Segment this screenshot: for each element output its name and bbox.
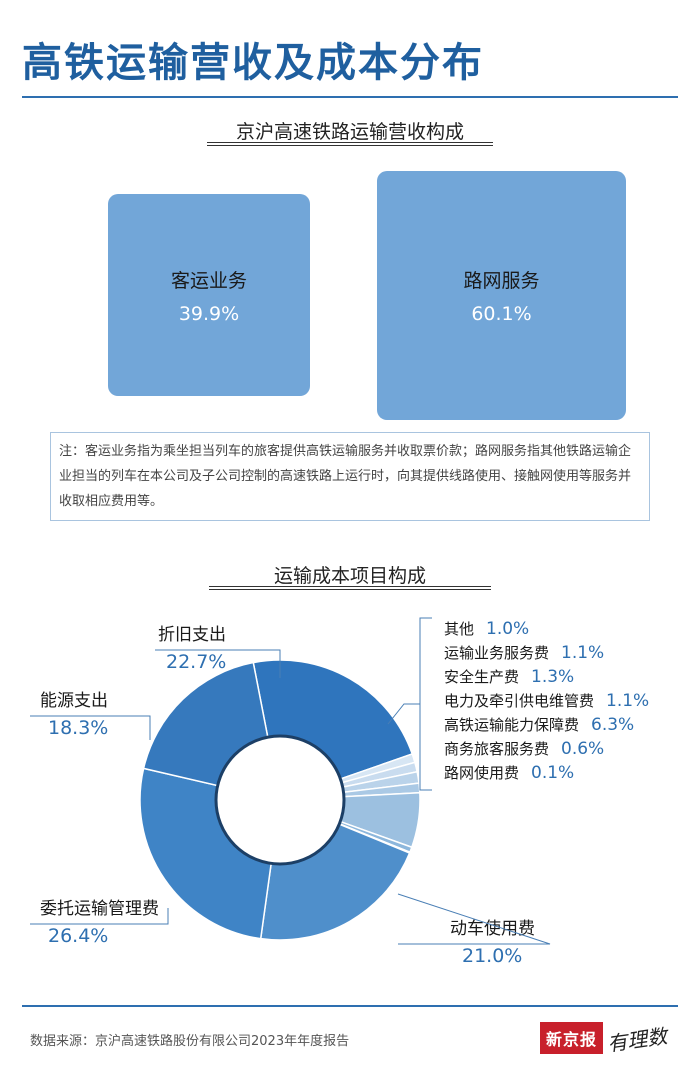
donut-category-label: 能源支出 xyxy=(40,691,108,711)
donut-category-label: 动车使用费 xyxy=(450,918,535,939)
logo-wordmark: 新京报 xyxy=(540,1022,604,1054)
donut-leader-line xyxy=(155,649,281,678)
donut-value-label: 18.3% xyxy=(48,717,108,739)
donut-leader-line xyxy=(387,703,420,725)
donut-value-label: 21.0% xyxy=(462,945,522,967)
revenue-box-value: 39.9% xyxy=(178,302,240,325)
logo-script: 有理数 xyxy=(605,1023,669,1056)
donut-bracket xyxy=(419,617,432,791)
revenue-box-label: 路网服务 xyxy=(463,270,540,292)
donut-category-label: 高铁运输能力保障费 xyxy=(444,716,579,734)
donut-center xyxy=(214,734,346,866)
donut-category-label: 路网使用费 xyxy=(444,764,519,782)
data-source: 数据来源：京沪高速铁路股份有限公司2023年年度报告 xyxy=(30,1034,350,1049)
donut-category-label: 折旧支出 xyxy=(158,625,226,645)
donut-category-label: 电力及牵引供电维管费 xyxy=(444,692,594,710)
revenue-title-underline xyxy=(207,142,493,146)
brand-logo: 新京报 有理数 xyxy=(540,1022,669,1056)
footer-divider xyxy=(22,1005,678,1007)
donut-value-label: 26.4% xyxy=(48,925,108,947)
revenue-box-value: 60.1% xyxy=(471,303,532,325)
page-title: 高铁运输营收及成本分布 xyxy=(22,40,484,86)
donut-category-label: 委托运输管理费 xyxy=(40,899,159,919)
donut-value-label: 0.6% xyxy=(561,739,604,759)
cost-title-underline xyxy=(209,586,491,590)
revenue-box-passenger: 客运业务 39.9% xyxy=(108,194,310,396)
title-divider xyxy=(22,96,678,98)
donut-value-label: 1.3% xyxy=(531,667,574,687)
cost-donut-chart: 折旧支出 22.7% 能源支出 18.3% 委托运输管理费 26.4% 动车使用费 21.0%… xyxy=(30,617,649,967)
donut-value-label: 1.1% xyxy=(561,643,604,663)
donut-value-label: 1.1% xyxy=(606,691,649,711)
cost-section-title: 运输成本项目构成 xyxy=(273,565,426,587)
donut-category-label: 安全生产费 xyxy=(444,668,519,686)
donut-value-label: 22.7% xyxy=(166,651,226,673)
donut-category-label: 运输业务服务费 xyxy=(444,644,549,662)
donut-leader-line xyxy=(30,715,151,740)
revenue-box-label: 客运业务 xyxy=(170,269,247,292)
donut-value-label: 1.0% xyxy=(486,619,529,639)
revenue-note: 注：客运业务指为乘坐担当列车的旅客提供高铁运输服务并收取票价款；路网服务指其他铁… xyxy=(50,432,650,521)
donut-value-label: 6.3% xyxy=(591,715,634,735)
revenue-box-network: 路网服务 60.1% xyxy=(377,171,626,420)
donut-leader-line xyxy=(30,908,169,925)
donut-leader-line xyxy=(397,893,551,945)
revenue-section-title: 京沪高速铁路运输营收构成 xyxy=(235,121,464,143)
donut-category-label: 商务旅客服务费 xyxy=(444,740,549,758)
donut-category-label: 其他 xyxy=(444,620,474,638)
donut-value-label: 0.1% xyxy=(531,763,574,783)
